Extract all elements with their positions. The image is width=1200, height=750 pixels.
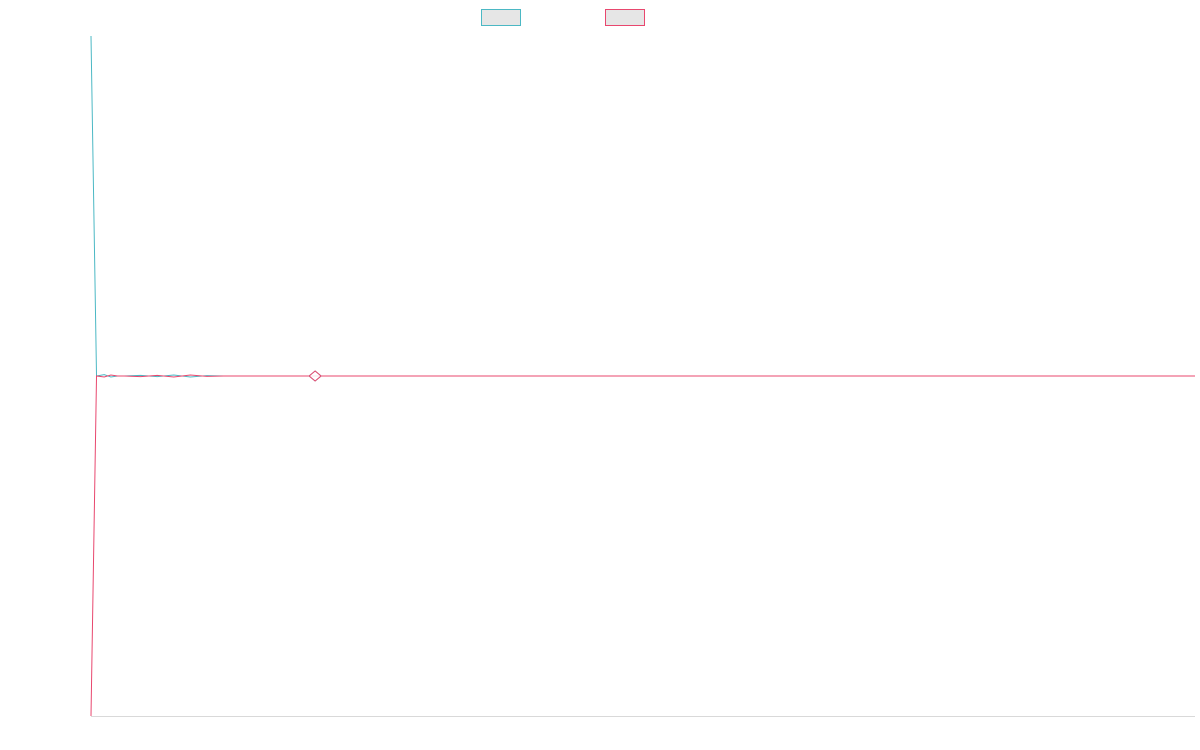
legend	[481, 9, 645, 26]
diamond-marker-2	[308, 370, 322, 382]
legend-swatch-2[interactable]	[605, 9, 645, 26]
series-line-1	[90, 35, 1195, 378]
series-group	[90, 35, 1195, 717]
marker-group	[308, 370, 322, 382]
series-line-2	[90, 374, 1195, 717]
legend-swatch-1[interactable]	[481, 9, 521, 26]
